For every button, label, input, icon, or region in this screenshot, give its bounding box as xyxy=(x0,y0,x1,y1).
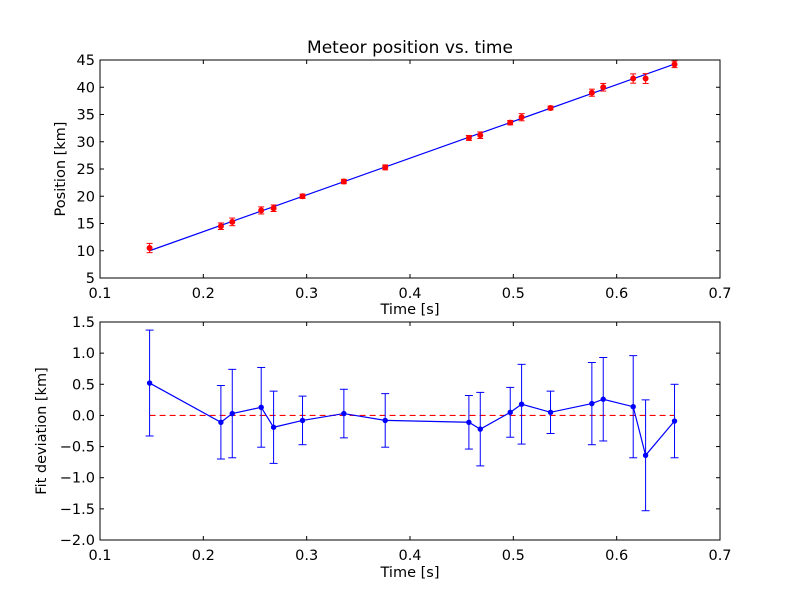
x-tick-label: 0.1 xyxy=(88,548,111,564)
data-point xyxy=(518,114,525,121)
data-point xyxy=(630,75,637,82)
x-tick-label: 0.3 xyxy=(295,286,318,302)
y-tick-label: 0.5 xyxy=(72,377,95,393)
position-chart: Meteor position vs. time 0.1 0.2 0.3 0.4 0.5… xyxy=(53,38,732,318)
data-point xyxy=(146,245,153,252)
deviation-chart: 0.1 0.2 0.3 0.4 0.5 0.6 0.7 −2.0−1.5−1.0−0.50.… xyxy=(34,315,732,581)
data-point xyxy=(466,419,472,425)
deviation-line xyxy=(149,382,675,457)
data-point xyxy=(642,75,649,82)
position-marks xyxy=(146,60,678,254)
y-tick-label: 40 xyxy=(77,80,95,96)
y-tick-label: 1.0 xyxy=(72,346,95,362)
y-tick-label: −1.5 xyxy=(60,502,95,518)
data-point xyxy=(465,134,472,141)
x-axis-ticks: 0.1 0.2 0.3 0.4 0.5 0.6 0.7 xyxy=(88,60,732,302)
data-point xyxy=(229,218,236,225)
data-point xyxy=(477,132,484,139)
data-point xyxy=(547,409,554,416)
data-point xyxy=(671,418,678,424)
x-tick-label: 0.6 xyxy=(605,548,628,564)
y-tick-label: 45 xyxy=(77,53,95,69)
x-tick-label: 0.1 xyxy=(88,286,111,302)
y-tick-label: −1.0 xyxy=(60,471,95,487)
data-point xyxy=(299,193,306,200)
data-point xyxy=(382,417,388,424)
data-point xyxy=(518,401,525,407)
data-point xyxy=(258,404,264,411)
x-tick-label: 0.6 xyxy=(605,286,628,302)
data-point xyxy=(507,409,513,416)
data-point xyxy=(270,205,277,212)
data-point xyxy=(341,410,347,417)
data-point xyxy=(589,400,595,407)
x-tick-label: 0.5 xyxy=(502,548,525,564)
y-tick-label: −2.0 xyxy=(60,533,95,549)
data-point xyxy=(270,424,277,430)
y-tick-label: 30 xyxy=(77,135,95,151)
x-axis-label: Time [s] xyxy=(380,565,440,581)
y-axis-label: Position [km] xyxy=(53,122,69,217)
y-axis-ticks: −2.0 −1.5 −1.0 −0.5 0.0 0.5 1.0 1.5 xyxy=(60,315,720,549)
x-axis-label: Time [s] xyxy=(380,302,440,318)
chart-title: Meteor position vs. time xyxy=(307,38,513,58)
y-axis-label: Fit deviation [km] xyxy=(34,367,50,494)
data-point xyxy=(547,104,554,111)
data-point xyxy=(340,178,347,185)
data-point xyxy=(642,452,649,458)
data-point xyxy=(600,396,606,402)
deviation-marks xyxy=(145,329,679,512)
x-tick-label: 0.2 xyxy=(192,286,215,302)
data-point xyxy=(671,61,678,68)
x-axis-ticks: 0.1 0.2 0.3 0.4 0.5 0.6 0.7 xyxy=(88,322,732,564)
x-tick-label: 0.5 xyxy=(502,286,525,302)
y-tick-label: 0.0 xyxy=(72,408,95,424)
data-point xyxy=(229,410,235,417)
data-point xyxy=(588,89,595,96)
y-tick-label: 25 xyxy=(77,162,95,178)
y-tick-label: 35 xyxy=(77,108,95,124)
data-point xyxy=(382,164,389,171)
fit-line xyxy=(149,63,675,252)
x-tick-label: 0.2 xyxy=(192,548,215,564)
data-point xyxy=(218,419,224,425)
y-tick-label: 15 xyxy=(77,217,95,233)
x-tick-label: 0.7 xyxy=(708,286,731,302)
x-tick-label: 0.7 xyxy=(708,548,731,564)
data-point xyxy=(258,207,265,214)
y-axis-ticks: 5 10 15 20 25 30 35 40 45 xyxy=(77,53,720,287)
data-point xyxy=(299,417,306,424)
x-tick-label: 0.4 xyxy=(398,548,421,564)
data-point xyxy=(600,84,607,91)
x-tick-label: 0.4 xyxy=(398,286,421,302)
data-point xyxy=(217,223,224,230)
data-point xyxy=(507,119,514,126)
y-tick-label: 5 xyxy=(86,271,95,287)
x-tick-label: 0.3 xyxy=(295,548,318,564)
data-point xyxy=(146,380,153,386)
data-point xyxy=(630,404,636,410)
y-tick-label: 20 xyxy=(77,189,95,205)
y-tick-label: −0.5 xyxy=(60,440,95,456)
data-point xyxy=(477,426,483,432)
y-tick-label: 1.5 xyxy=(72,315,95,331)
y-tick-label: 10 xyxy=(77,244,95,260)
